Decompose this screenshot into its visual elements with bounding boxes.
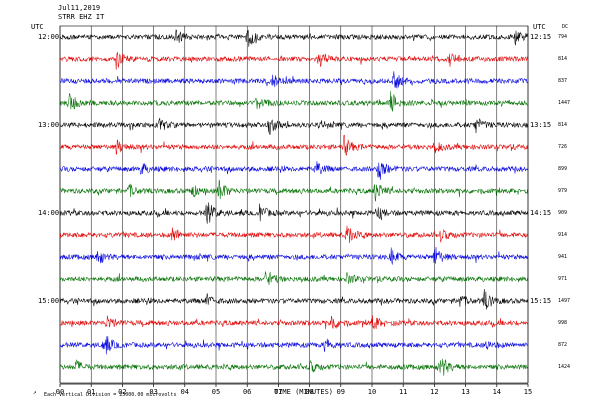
x-tick-label: 09	[337, 388, 345, 396]
x-tick-label: 01	[87, 388, 95, 396]
date-label: Jul11,2019	[58, 4, 101, 12]
trace-line	[60, 91, 529, 112]
trace-value-label: 1497	[558, 298, 571, 304]
right-tz-label: UTC	[533, 23, 546, 31]
hour-label-right: 12:15	[530, 33, 552, 41]
x-tick-label: 08	[305, 388, 313, 396]
x-tick-label: 13	[461, 388, 469, 396]
trace-value-label: 1447	[558, 100, 571, 106]
x-tick-label: 07	[274, 388, 282, 396]
trace-value-label: 899	[558, 166, 568, 172]
traces	[59, 29, 529, 376]
x-tick-label: 05	[212, 388, 220, 396]
trace-line	[59, 246, 529, 265]
trace-line	[60, 179, 529, 202]
trace-line	[59, 117, 529, 136]
hour-label-left: 12:00	[38, 33, 60, 41]
x-tick-label: 00	[56, 388, 64, 396]
trace-value-label: 837	[558, 78, 568, 84]
trace-value-label: 872	[558, 342, 568, 348]
right-units-label: DC	[562, 24, 569, 30]
hour-label-left: 15:00	[38, 297, 60, 305]
trace-value-label: 998	[558, 320, 568, 326]
trace-line	[59, 161, 529, 180]
trace-value-label: 979	[558, 188, 568, 194]
trace-value-label: 814	[558, 56, 568, 62]
trace-line	[59, 288, 529, 310]
x-axis-label: TIME (MINUTES)	[274, 388, 334, 396]
hour-label-left: 14:00	[38, 209, 60, 217]
trace-value-label: 1424	[558, 364, 571, 370]
scale-note: Each Vertical Division = 25000.00 microv…	[44, 392, 177, 398]
trace-line	[59, 71, 529, 89]
x-tick-label: 03	[149, 388, 157, 396]
trace-line	[59, 315, 529, 330]
trace-value-label: 941	[558, 254, 568, 260]
x-tick-label: 15	[524, 388, 532, 396]
hour-label-right: 14:15	[530, 209, 552, 217]
trace-value-label: 971	[558, 276, 568, 282]
x-tick-label: 04	[181, 388, 189, 396]
station-label: STRR EHZ IT	[58, 13, 105, 21]
trace-line	[59, 29, 529, 47]
x-tick-label: 10	[368, 388, 376, 396]
trace-line	[59, 358, 529, 376]
trace-line	[59, 51, 529, 70]
hour-label-right: 15:15	[530, 297, 552, 305]
x-axis: 00 01 02 03 04 05 06 07 08 09 10 11 12 13 14 15	[56, 383, 532, 396]
trace-value-label: 909	[558, 210, 568, 216]
x-tick-label: 02	[118, 388, 126, 396]
x-tick-label: 14	[493, 388, 501, 396]
trace-line	[59, 225, 529, 244]
x-tick-label: 06	[243, 388, 251, 396]
trace-value-label: 794	[558, 34, 568, 40]
trace-line	[59, 271, 529, 286]
hour-label-right: 13:15	[530, 121, 552, 129]
trace-line	[60, 202, 529, 224]
x-tick-label: 12	[430, 388, 438, 396]
trace-value-label: 726	[558, 144, 568, 150]
plot-frame	[59, 25, 529, 384]
trace-value-label: 814	[558, 122, 568, 128]
x-tick-label: 11	[399, 388, 407, 396]
scale-arrow-icon: ↗	[33, 389, 37, 396]
trace-line	[59, 336, 529, 355]
trace-value-label: 914	[558, 232, 568, 238]
trace-line	[60, 134, 529, 156]
hour-label-left: 13:00	[38, 121, 60, 129]
left-tz-label: UTC	[31, 23, 44, 31]
